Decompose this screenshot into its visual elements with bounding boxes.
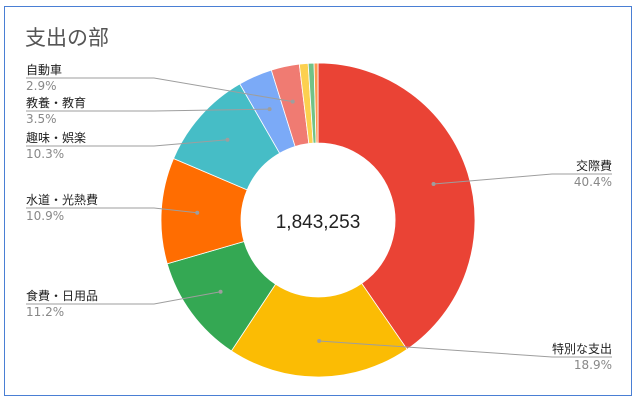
slice-10 — [313, 62, 319, 144]
slice-percent-7: 2.9% — [26, 79, 57, 93]
slice-label-6: 教養・教育 — [26, 95, 86, 110]
slice-label-1: 交際費 — [576, 158, 612, 173]
slice-label-7: 自動車 — [26, 63, 62, 77]
leader-line-2 — [319, 340, 612, 358]
slice-percent-5: 10.3% — [26, 147, 64, 161]
slice-percent-6: 3.5% — [26, 112, 57, 126]
slice-percent-1: 40.4% — [574, 175, 612, 189]
slice-labels: 交際費 40.4% 特別な支出 18.9% 食費・日用品 11.2% 水道・光熱費 10.9%… — [26, 63, 612, 372]
slice-percent-3: 11.2% — [26, 305, 64, 319]
slice-label-4: 水道・光熱費 — [26, 192, 98, 207]
slice-2 — [230, 282, 408, 378]
slice-label-3: 食費・日用品 — [26, 288, 98, 303]
slice-percent-2: 18.9% — [574, 358, 612, 372]
leader-line-4 — [26, 207, 198, 214]
slice-label-5: 趣味・娯楽 — [26, 130, 86, 145]
leader-line-7 — [26, 77, 293, 103]
leader-line-5 — [26, 139, 228, 147]
chart-title: 支出の部 — [25, 26, 109, 50]
leader-lines — [26, 77, 612, 358]
center-total-label: 1,843,253 — [276, 212, 361, 233]
leader-line-6 — [26, 108, 270, 112]
leader-line-1 — [433, 173, 612, 185]
slice-percent-4: 10.9% — [26, 209, 64, 223]
leader-line-3 — [26, 291, 221, 305]
donut-slices — [160, 62, 476, 378]
slice-label-2: 特別な支出 — [552, 341, 612, 356]
slice-1 — [317, 62, 476, 350]
